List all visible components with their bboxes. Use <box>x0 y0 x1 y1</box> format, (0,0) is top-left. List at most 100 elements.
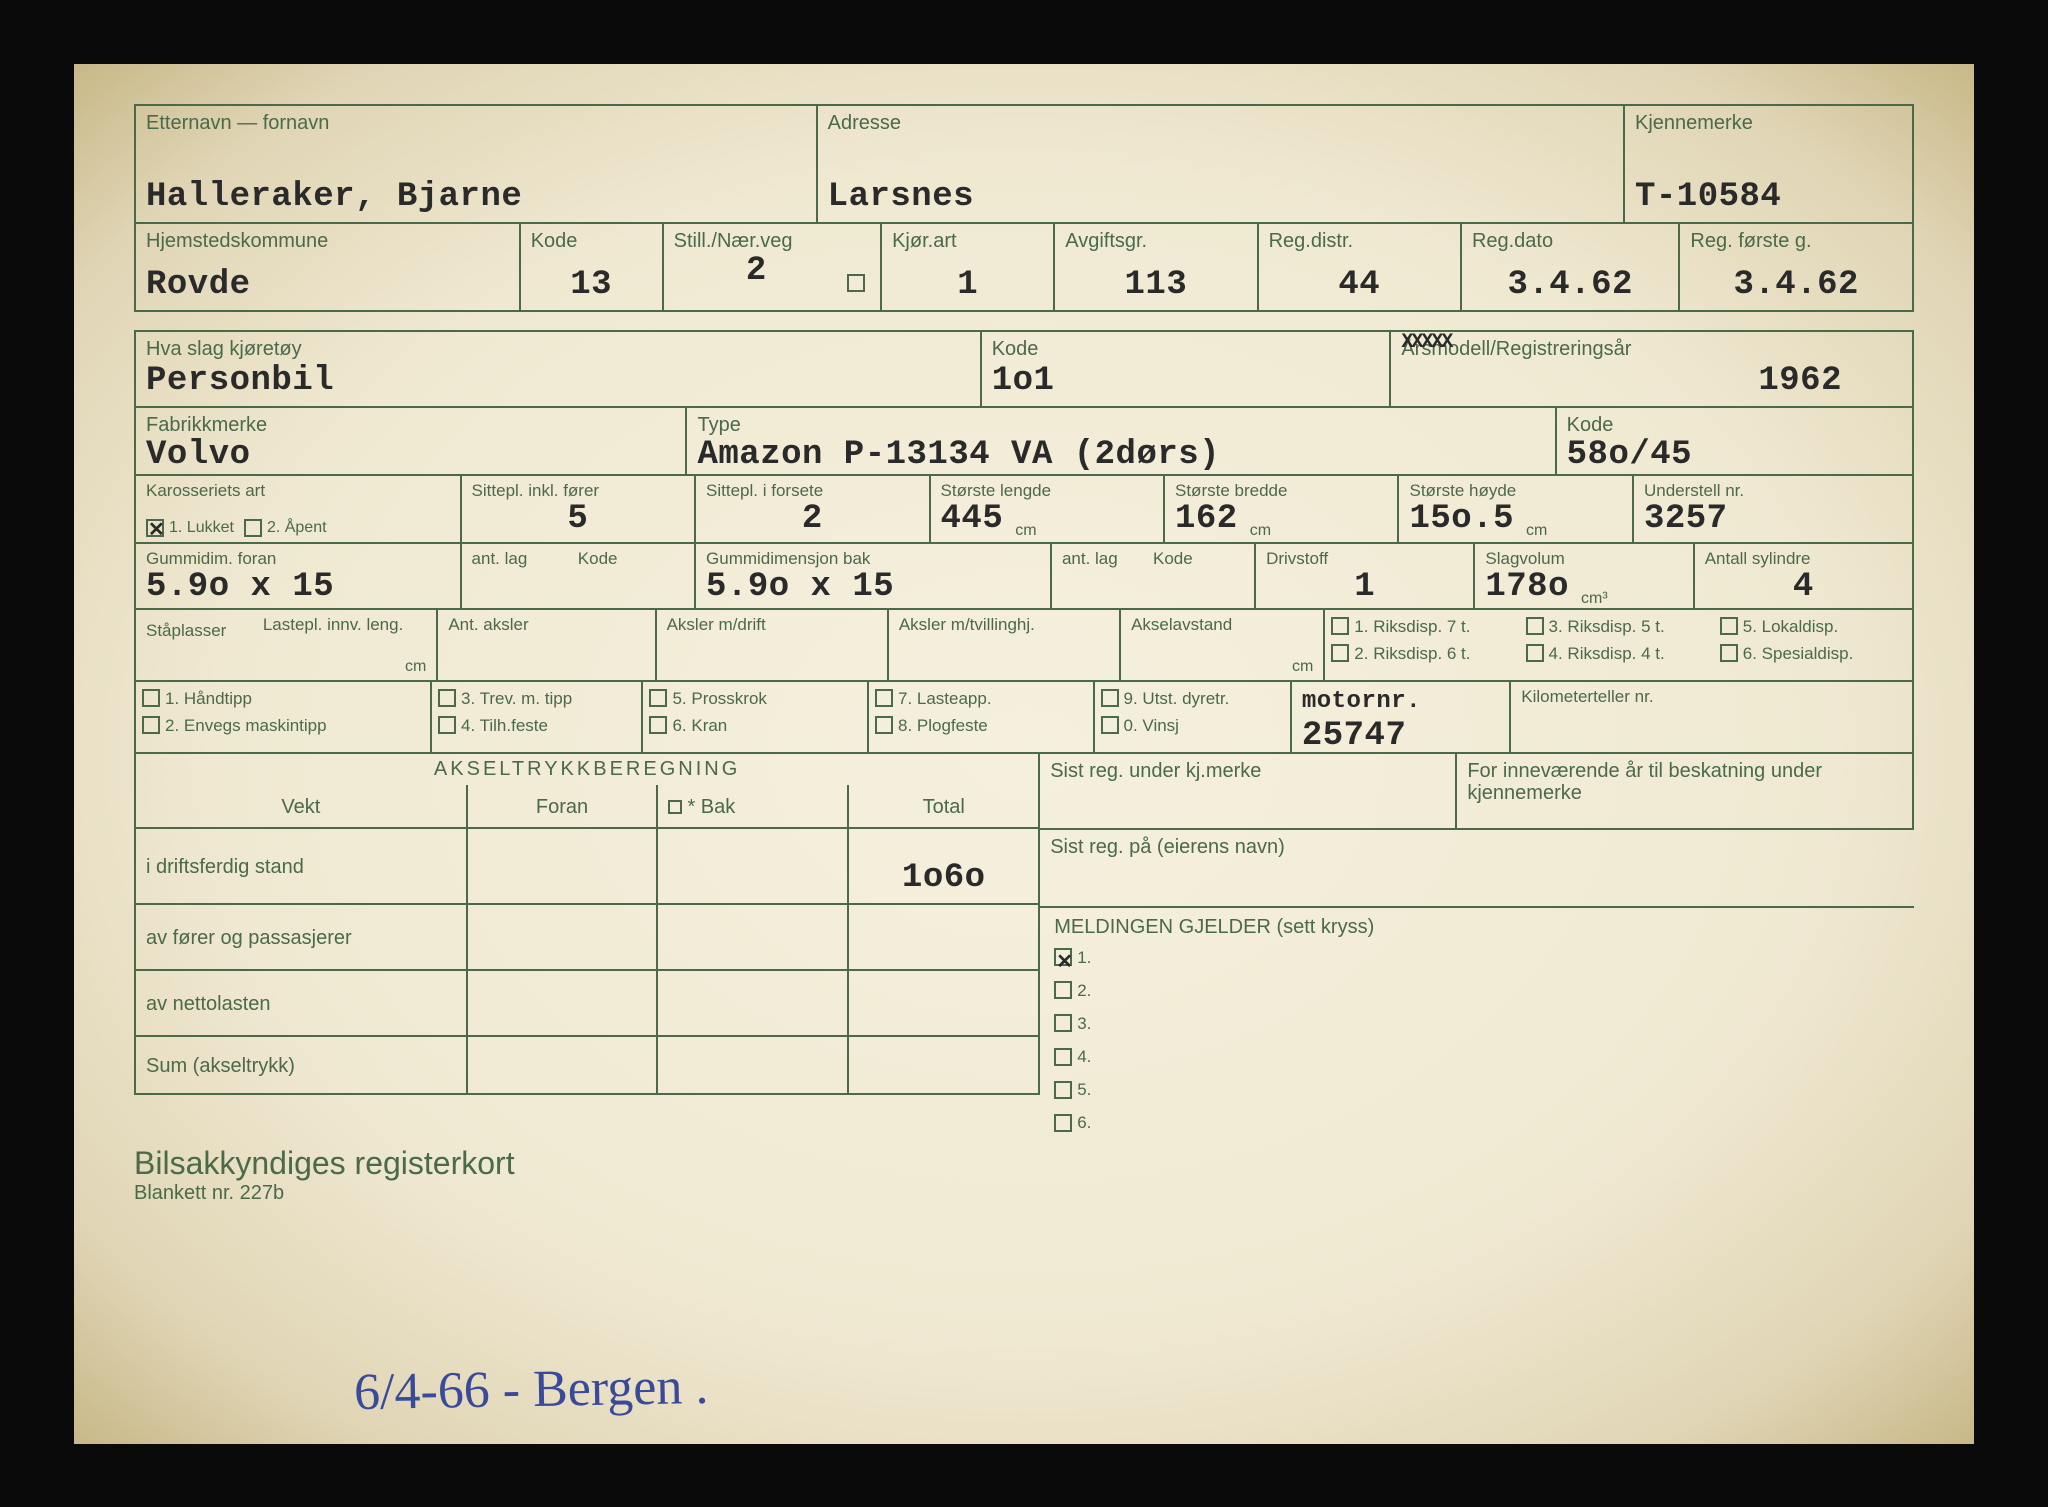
label-regforste: Reg. første g. <box>1690 230 1902 252</box>
row-body: Karosseriets art 1. Lukket 2. Åpent Sitt… <box>134 476 1914 544</box>
field-gummi-back: Gummidimensjon bak 5.9o x 15 <box>696 544 1052 610</box>
value-typecode: 1o1 <box>992 362 1380 402</box>
field-regdistr: Reg.distr. 44 <box>1259 224 1462 312</box>
value-avgift: 113 <box>1065 266 1246 306</box>
checkbox-lukket <box>146 519 164 537</box>
row-make-model: Fabrikkmerke Volvo Type Amazon P-13134 V… <box>134 408 1914 476</box>
row-kommune: Hjemstedskommune Rovde Kode 13 Still./Næ… <box>134 224 1914 312</box>
label-length: Største lengde <box>941 482 1153 501</box>
checkbox-still <box>847 274 865 292</box>
label-regdato: Reg.dato <box>1472 230 1668 252</box>
field-tipp-c: 5. Prosskrok 6. Kran <box>643 682 869 754</box>
checkbox-melding-4 <box>1054 1048 1072 1066</box>
value-regdistr: 44 <box>1269 266 1450 306</box>
field-kode: Kode 13 <box>521 224 664 312</box>
field-sittfor: Sittepl. i forsete 2 <box>696 476 930 544</box>
label-sylindre: Antall sylindre <box>1705 550 1902 569</box>
opt-apent: 2. Åpent <box>267 520 327 537</box>
label-karosseri: Karosseriets art <box>146 482 450 501</box>
field-still: Still./Nær.veg 2 <box>664 224 882 312</box>
value-gummi-back: 5.9o x 15 <box>706 568 1040 608</box>
field-tipp-d: 7. Lasteapp. 8. Plogfeste <box>869 682 1095 754</box>
right-block: Sist reg. under kj.merke For inneværende… <box>1040 754 1914 1137</box>
field-vehicletype: Hva slag kjøretøy Personbil <box>134 330 982 408</box>
value-regforste: 3.4.62 <box>1690 266 1902 306</box>
value-length: 445 <box>941 500 1004 540</box>
melding-block: MELDINGEN GJELDER (sett kryss) 1. 2. 3. … <box>1040 908 1914 1137</box>
field-ant-aksler: Ant. aksler <box>438 610 656 682</box>
value-make: Volvo <box>146 436 675 476</box>
label-still: Still./Nær.veg <box>674 230 870 252</box>
aksel-table: AKSELTRYKKBEREGNING Vekt Foran * Bak Tot… <box>134 754 1040 1137</box>
field-plate: Kjennemerke T-10584 <box>1625 104 1914 224</box>
label-avgift: Avgiftsgr. <box>1065 230 1246 252</box>
field-sittinkl: Sittepl. inkl. fører 5 <box>462 476 696 544</box>
checkbox-melding-2 <box>1054 981 1072 999</box>
field-avgift: Avgiftsgr. 113 <box>1055 224 1258 312</box>
label-kommune: Hjemstedskommune <box>146 230 509 252</box>
value-regdato: 3.4.62 <box>1472 266 1668 306</box>
checkbox-melding-1 <box>1054 948 1072 966</box>
label-kode: Kode <box>531 230 652 252</box>
field-antlag-front: ant. lag Kode <box>462 544 696 610</box>
field-gummi-front: Gummidim. foran 5.9o x 15 <box>134 544 462 610</box>
value-address: Larsnes <box>828 178 1613 218</box>
field-tipp-a: 1. Håndtipp 2. Envegs maskintipp <box>134 682 432 754</box>
label-regdistr: Reg.distr. <box>1269 230 1450 252</box>
label-vehicletype: Hva slag kjøretøy <box>146 338 970 360</box>
label-gummi-front: Gummidim. foran <box>146 550 450 569</box>
row-axles: Ståplasser Lastepl. innv. leng.cm Ant. a… <box>134 610 1914 682</box>
label-kjorart: Kjør.art <box>892 230 1043 252</box>
field-kjorart: Kjør.art 1 <box>882 224 1055 312</box>
label-name: Etternavn — fornavn <box>146 112 806 134</box>
value-still: 2 <box>674 252 839 292</box>
value-sittfor: 2 <box>706 500 918 540</box>
field-height: Største høyde 15o.5cm <box>1399 476 1633 544</box>
field-km: Kilometerteller nr. <box>1511 682 1914 754</box>
value-gummi-front: 5.9o x 15 <box>146 568 450 608</box>
value-sittinkl: 5 <box>472 500 684 540</box>
field-address: Adresse Larsnes <box>818 104 1625 224</box>
label-slagvolum: Slagvolum <box>1485 550 1682 569</box>
field-aksler-drift: Aksler m/drift <box>657 610 889 682</box>
label-sittinkl: Sittepl. inkl. fører <box>472 482 684 501</box>
value-kode: 13 <box>531 266 652 306</box>
row-name-address: Etternavn — fornavn Halleraker, Bjarne A… <box>134 104 1914 224</box>
footer-title: Bilsakkyndiges registerkort <box>134 1145 1914 1182</box>
label-chassis: Understell nr. <box>1644 482 1902 501</box>
field-sist-eier: Sist reg. på (eierens navn) <box>1040 830 1914 908</box>
field-aksler-tvilling: Aksler m/tvillinghj. <box>889 610 1121 682</box>
field-year: Årsmodell/Registreringsår 1962 <box>1391 330 1914 408</box>
label-typecode: Kode <box>992 338 1380 360</box>
label-width: Største bredde <box>1175 482 1387 501</box>
value-kjorart: 1 <box>892 266 1043 306</box>
label-model: Type <box>697 414 1544 436</box>
value-modelcode: 58o/45 <box>1567 436 1902 476</box>
unit-cm: cm <box>1015 522 1036 540</box>
label-make: Fabrikkmerke <box>146 414 675 436</box>
label-melding: MELDINGEN GJELDER (sett kryss) <box>1054 916 1914 938</box>
value-width: 162 <box>1175 500 1238 540</box>
registration-card: Etternavn — fornavn Halleraker, Bjarne A… <box>74 64 1974 1444</box>
field-riksdisp: 1. Riksdisp. 7 t. 3. Riksdisp. 5 t. 5. L… <box>1325 610 1914 682</box>
checkbox-melding-3 <box>1054 1014 1072 1032</box>
value-vehicletype: Personbil <box>146 362 970 402</box>
field-sylindre: Antall sylindre 4 <box>1695 544 1914 610</box>
value-kommune: Rovde <box>146 266 509 306</box>
field-drivstoff: Drivstoff 1 <box>1256 544 1475 610</box>
field-motornr: motornr. 25747 <box>1292 682 1511 754</box>
value-slagvolum: 178o <box>1485 568 1569 608</box>
field-karosseri: Karosseriets art 1. Lukket 2. Åpent <box>134 476 462 544</box>
value-motornr: 25747 <box>1302 717 1499 757</box>
label-year: Årsmodell/Registreringsår <box>1401 338 1902 360</box>
value-model: Amazon P-13134 VA (2dørs) <box>697 436 1544 476</box>
label-gummi-back: Gummidimensjon bak <box>706 550 1040 569</box>
field-sist-kj: Sist reg. under kj.merke <box>1040 754 1457 830</box>
field-staplass: Ståplasser Lastepl. innv. leng.cm <box>134 610 438 682</box>
value-chassis: 3257 <box>1644 500 1902 540</box>
field-length: Største lengde 445 cm <box>931 476 1165 544</box>
handwritten-note: 6/4-66 - Bergen . <box>354 1356 709 1421</box>
row-bottom: AKSELTRYKKBEREGNING Vekt Foran * Bak Tot… <box>134 754 1914 1137</box>
checkbox-melding-6 <box>1054 1114 1072 1132</box>
label-address: Adresse <box>828 112 1613 134</box>
